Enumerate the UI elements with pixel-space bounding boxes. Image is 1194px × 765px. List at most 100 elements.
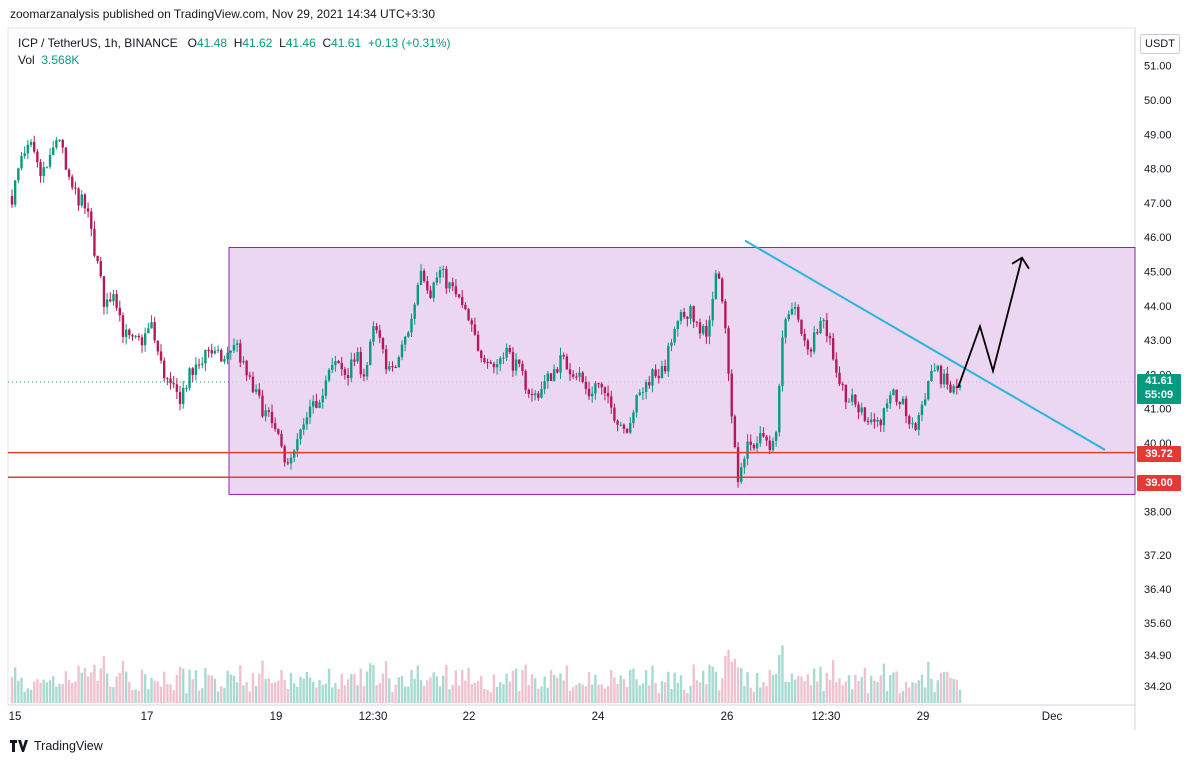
volume-bar bbox=[223, 687, 226, 703]
candle-body bbox=[77, 188, 80, 206]
candle-body bbox=[946, 373, 949, 385]
volume-bar bbox=[530, 674, 534, 703]
candle-body bbox=[885, 403, 889, 409]
volume-bar bbox=[537, 688, 540, 703]
candle-body bbox=[305, 417, 309, 425]
candle-body bbox=[632, 412, 635, 424]
volume-bar bbox=[378, 683, 381, 703]
candle-body bbox=[641, 391, 645, 393]
candle-body bbox=[651, 369, 654, 386]
volume-bar bbox=[337, 689, 340, 703]
volume-bar bbox=[71, 682, 74, 703]
candle-body bbox=[413, 304, 416, 319]
candle-body bbox=[635, 395, 638, 413]
candle-body bbox=[721, 278, 724, 302]
volume-bar bbox=[302, 678, 305, 703]
volume-bar bbox=[162, 671, 166, 703]
candle-body bbox=[270, 411, 274, 424]
volume-bar bbox=[251, 673, 255, 703]
candle-body bbox=[438, 270, 442, 278]
candle-body bbox=[378, 330, 381, 338]
candle-body bbox=[584, 381, 588, 389]
volume-bar bbox=[873, 680, 876, 703]
candle-body bbox=[857, 404, 860, 413]
candle-body bbox=[787, 314, 790, 320]
candle-body bbox=[942, 373, 946, 385]
x-tick-label: 26 bbox=[721, 711, 734, 723]
candle-body bbox=[448, 282, 451, 289]
legend-low: 41.46 bbox=[285, 36, 316, 50]
candle-body bbox=[771, 440, 775, 451]
volume-bar bbox=[673, 672, 676, 703]
candle-body bbox=[350, 359, 353, 379]
candle-body bbox=[201, 363, 204, 365]
legend-close-label: C bbox=[322, 36, 332, 50]
volume-bar bbox=[889, 675, 892, 703]
candle-body bbox=[254, 389, 258, 392]
candle-body bbox=[166, 378, 169, 380]
volume-bar bbox=[235, 682, 239, 703]
candle-body bbox=[876, 419, 879, 422]
volume-bar bbox=[17, 680, 20, 703]
volume-bar bbox=[454, 670, 458, 703]
y-tick-label: 44.00 bbox=[1144, 301, 1172, 313]
candle-body bbox=[879, 419, 882, 426]
candle-body bbox=[346, 375, 350, 379]
candle-body bbox=[451, 282, 454, 287]
volume-bar bbox=[955, 680, 959, 703]
legend-low-label: L bbox=[279, 36, 286, 50]
legend-symbol: ICP / TetherUS, 1h, BINANCE bbox=[18, 36, 178, 50]
x-tick-label: 12:30 bbox=[359, 711, 388, 723]
volume-bar bbox=[930, 678, 933, 703]
volume-bar bbox=[413, 678, 416, 703]
candle-body bbox=[581, 372, 584, 382]
x-tick-label: 12:30 bbox=[812, 711, 841, 723]
tradingview-footer[interactable]: TradingView bbox=[10, 739, 103, 753]
candle-body bbox=[194, 364, 198, 376]
y-tick-label: 48.00 bbox=[1144, 164, 1172, 176]
candle-body bbox=[882, 408, 886, 426]
candle-body bbox=[923, 399, 927, 405]
volume-bar bbox=[118, 672, 121, 703]
candle-body bbox=[461, 296, 464, 305]
volume-bar bbox=[587, 672, 591, 703]
volume-bar bbox=[400, 676, 404, 703]
volume-bar bbox=[949, 677, 952, 703]
candle-body bbox=[616, 420, 619, 425]
candle-body bbox=[280, 433, 283, 447]
y-tick-label: 45.00 bbox=[1144, 267, 1172, 279]
volume-bar bbox=[220, 686, 223, 703]
candle-body bbox=[64, 147, 68, 170]
volume-bar bbox=[239, 665, 242, 703]
volume-bar bbox=[204, 668, 207, 703]
candle-body bbox=[362, 374, 366, 377]
volume-bar bbox=[229, 674, 232, 703]
volume-bar bbox=[866, 692, 870, 703]
volume-bar bbox=[343, 685, 347, 703]
volume-bar bbox=[885, 691, 889, 703]
volume-bar bbox=[768, 670, 771, 703]
volume-bar bbox=[733, 658, 737, 703]
volume-bar bbox=[812, 668, 816, 703]
volume-bar bbox=[143, 674, 147, 703]
currency-button[interactable]: USDT bbox=[1140, 34, 1180, 54]
candle-body bbox=[800, 319, 803, 334]
volume-bar bbox=[486, 689, 489, 703]
volume-bar bbox=[591, 684, 594, 703]
volume-bar bbox=[917, 680, 920, 703]
candle-body bbox=[540, 389, 543, 398]
volume-bar bbox=[835, 682, 838, 703]
candle-body bbox=[327, 369, 331, 381]
volume-bar bbox=[39, 682, 42, 703]
volume-bar bbox=[613, 677, 616, 703]
volume-bar bbox=[448, 689, 451, 703]
candle-body bbox=[949, 384, 952, 393]
volume-bar bbox=[689, 685, 692, 703]
volume-bar bbox=[384, 661, 388, 703]
level-tag-1: 39.72 bbox=[1137, 446, 1181, 462]
candle-body bbox=[232, 345, 236, 351]
volume-bar bbox=[711, 666, 714, 703]
volume-bar bbox=[616, 684, 619, 703]
volume-bar bbox=[438, 686, 442, 703]
